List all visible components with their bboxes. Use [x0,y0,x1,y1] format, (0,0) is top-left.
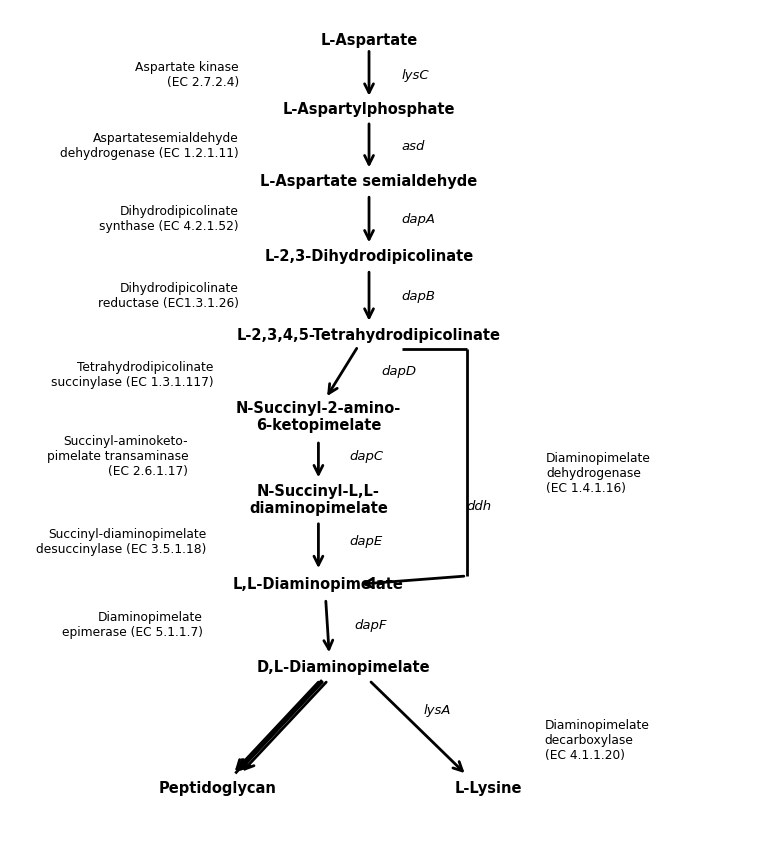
Text: Dihydrodipicolinate
reductase (EC1.3.1.26): Dihydrodipicolinate reductase (EC1.3.1.2… [98,282,239,310]
Text: ddh: ddh [467,501,492,513]
Text: asd: asd [402,140,425,152]
Text: L-Aspartylphosphate: L-Aspartylphosphate [283,102,455,117]
Text: L-Aspartate semialdehyde: L-Aspartate semialdehyde [260,174,477,190]
Text: L,L-Diaminopimelate: L,L-Diaminopimelate [233,577,403,592]
Text: Peptidoglycan: Peptidoglycan [159,781,276,796]
Text: L-2,3,4,5-Tetrahydrodipicolinate: L-2,3,4,5-Tetrahydrodipicolinate [237,328,501,343]
Text: dapA: dapA [402,213,436,226]
Text: Tetrahydrodipicolinate
succinylase (EC 1.3.1.117): Tetrahydrodipicolinate succinylase (EC 1… [51,361,213,389]
Text: Diaminopimelate
decarboxylase
(EC 4.1.1.20): Diaminopimelate decarboxylase (EC 4.1.1.… [544,718,650,761]
Text: dapC: dapC [350,451,383,463]
Text: lysC: lysC [402,69,429,82]
Text: Diaminopimelate
dehydrogenase
(EC 1.4.1.16): Diaminopimelate dehydrogenase (EC 1.4.1.… [546,452,651,495]
Text: Succinyl-diaminopimelate
desuccinylase (EC 3.5.1.18): Succinyl-diaminopimelate desuccinylase (… [36,528,206,556]
Text: Succinyl-aminoketo-
pimelate transaminase
(EC 2.6.1.17): Succinyl-aminoketo- pimelate transaminas… [47,435,189,479]
Text: N-Succinyl-2-amino-
6-ketopimelate: N-Succinyl-2-amino- 6-ketopimelate [236,401,401,433]
Text: Aspartatesemialdehyde
dehydrogenase (EC 1.2.1.11): Aspartatesemialdehyde dehydrogenase (EC … [60,132,239,160]
Text: N-Succinyl-L,L-
diaminopimelate: N-Succinyl-L,L- diaminopimelate [249,484,388,517]
Text: Aspartate kinase
(EC 2.7.2.4): Aspartate kinase (EC 2.7.2.4) [136,61,239,89]
Text: L-2,3-Dihydrodipicolinate: L-2,3-Dihydrodipicolinate [264,249,474,264]
Text: lysA: lysA [424,705,450,717]
Text: dapE: dapE [350,535,383,548]
Text: dapF: dapF [354,618,387,632]
Text: dapD: dapD [381,365,417,379]
Text: Diaminopimelate
epimerase (EC 5.1.1.7): Diaminopimelate epimerase (EC 5.1.1.7) [62,612,203,639]
Text: L-Lysine: L-Lysine [454,781,522,796]
Text: Dihydrodipicolinate
synthase (EC 4.2.1.52): Dihydrodipicolinate synthase (EC 4.2.1.5… [99,205,239,234]
Text: D,L-Diaminopimelate: D,L-Diaminopimelate [257,660,430,675]
Text: dapB: dapB [402,290,436,302]
Text: L-Aspartate: L-Aspartate [320,33,417,47]
